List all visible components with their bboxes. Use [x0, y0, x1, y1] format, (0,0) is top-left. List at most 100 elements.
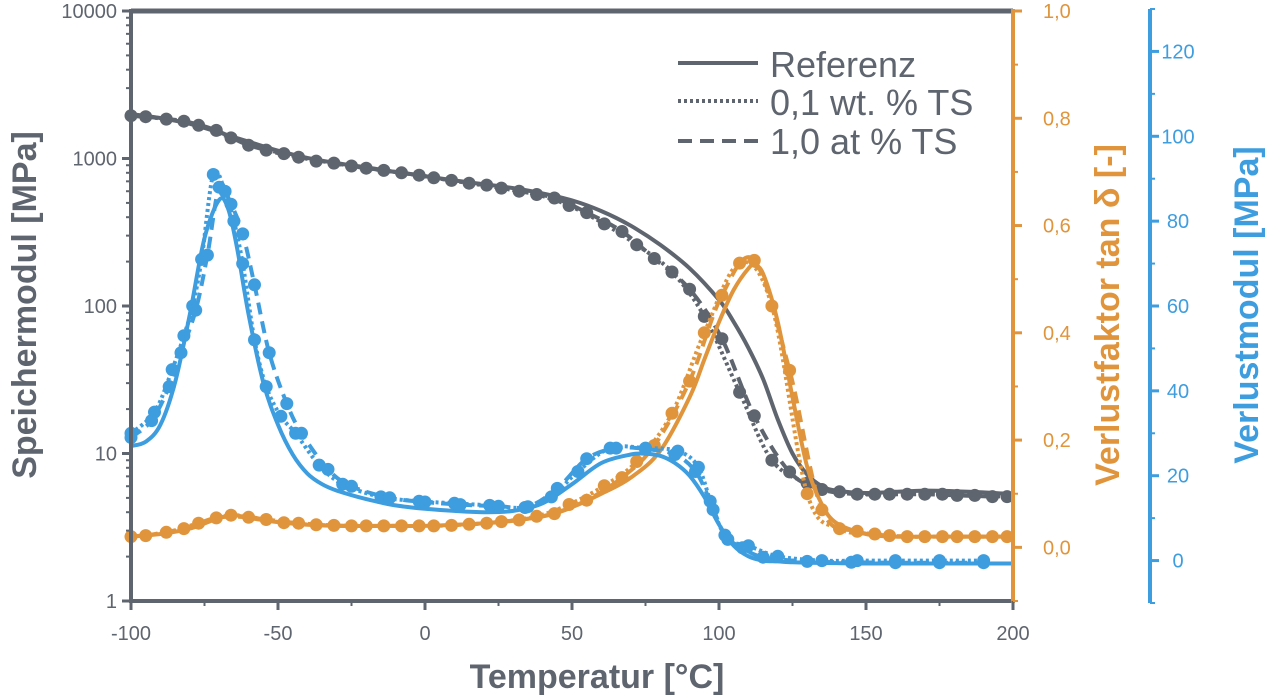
storage-modulus-data-point [815, 483, 829, 496]
right1-tick-label: 0,4 [1043, 323, 1071, 345]
axes-layer [129, 9, 1152, 603]
tan-delta-data-point [359, 519, 373, 533]
loss-modulus-data-point [453, 498, 467, 512]
storage-modulus-data-point [615, 225, 629, 238]
loss-modulus-data-point [206, 168, 220, 181]
x-tick-label: 100 [702, 623, 735, 645]
tan-delta-data-point [480, 516, 494, 530]
tan-delta-data-point [139, 529, 153, 543]
storage-modulus-data-point [985, 490, 999, 504]
loss-modulus-data-point [383, 491, 397, 505]
right2-tick-label: 100 [1161, 126, 1194, 148]
tan-delta-series-dotted [124, 256, 1014, 544]
loss-modulus-data-point [668, 448, 682, 461]
tan-delta-data-point [597, 479, 611, 493]
loss-modulus-data-point [224, 197, 238, 211]
legend-label-0-1-wt-ts: 0,1 wt. % TS [770, 82, 973, 123]
loss-modulus-data-point [200, 248, 214, 262]
storage-modulus-data-point [647, 252, 661, 265]
storage-modulus-data-point [580, 206, 594, 220]
tan-delta-data-point [683, 374, 697, 388]
storage-modulus-data-point [715, 332, 729, 346]
loss-modulus-data-point [521, 500, 535, 514]
storage-modulus-data-point [765, 453, 779, 467]
loss-modulus-data-point [274, 409, 288, 423]
tan-delta-data-point [177, 522, 191, 536]
loss-modulus-data-point [174, 346, 188, 360]
left-tick-label: 10 [95, 444, 117, 466]
loss-modulus-data-point [145, 414, 159, 428]
loss-modulus-data-point [800, 554, 814, 568]
left-axis-title: Speichermodul [MPa] [6, 131, 44, 479]
tan-delta-data-point [209, 511, 223, 525]
loss-modulus-data-point [571, 465, 585, 478]
storage-modulus-data-point [480, 178, 494, 192]
tan-delta-data-point [242, 510, 256, 524]
right2-tick-label: 0 [1172, 551, 1183, 573]
x-tick-label: 0 [419, 623, 430, 645]
tan-delta-data-point [345, 519, 358, 533]
tan-delta-data-point [850, 524, 864, 538]
storage-modulus-dashed-line [145, 114, 993, 499]
storage-modulus-data-point [783, 465, 797, 479]
tan-delta-data-point [715, 288, 729, 302]
loss-modulus-data-point [280, 397, 294, 411]
x-tick-label: -50 [264, 623, 293, 645]
loss-modulus-data-point [933, 556, 946, 570]
right1-axis-title: Verlustfaktor tan δ [-] [1089, 144, 1127, 486]
right2-axis-title: Verlustmodul [MPa] [1228, 146, 1266, 463]
tan-delta-data-point [800, 487, 814, 501]
tan-delta-data-point [547, 507, 561, 521]
x-axis-title: Temperatur [°C] [470, 658, 725, 696]
tan-delta-data-point [445, 518, 458, 532]
loss-modulus-data-point [844, 555, 858, 569]
tan-delta-data-point [883, 529, 896, 543]
loss-modulus-data-point [248, 333, 261, 347]
tan-delta-data-point [192, 516, 206, 530]
storage-modulus-data-point [359, 161, 373, 175]
x-tick-label: 200 [996, 623, 1029, 645]
tan-delta-data-point [630, 455, 644, 468]
tan-delta-data-point [615, 471, 629, 485]
tan-delta-data-point [412, 519, 426, 533]
loss-modulus-series-dashed [124, 180, 991, 570]
loss-modulus-data-point [212, 180, 226, 194]
right2-tick-label: 20 [1167, 466, 1189, 488]
tan-delta-data-point [950, 530, 964, 544]
left-tick-label: 10000 [61, 1, 117, 23]
storage-modulus-data-point [377, 163, 391, 177]
loss-modulus-data-point [756, 550, 770, 564]
tan-delta-data-point [868, 527, 882, 541]
loss-modulus-data-point [321, 462, 335, 476]
loss-modulus-data-point [703, 494, 717, 508]
right2-tick-label: 120 [1161, 41, 1194, 63]
right1-tick-label: 1,0 [1043, 1, 1071, 23]
tan-delta-data-point [815, 503, 829, 517]
storage-modulus-data-point [445, 173, 458, 187]
tan-delta-data-point [377, 519, 391, 533]
loss-modulus-data-point [550, 481, 564, 495]
loss-modulus-data-point [736, 541, 749, 555]
loss-modulus-data-point [162, 380, 176, 394]
loss-modulus-dashed-line [129, 183, 984, 565]
storage-modulus-data-point [733, 385, 747, 399]
storage-modulus-data-point [883, 487, 896, 501]
loss-modulus-data-point [248, 278, 261, 292]
storage-modulus-data-point [562, 199, 576, 212]
storage-modulus-data-point [683, 282, 697, 296]
right2-tick-label: 60 [1167, 296, 1189, 318]
loss-modulus-data-point [262, 346, 276, 360]
right2-tick-label: 40 [1167, 381, 1189, 403]
loss-modulus-data-point [236, 257, 250, 271]
tan-delta-data-point [833, 522, 846, 536]
loss-modulus-dotted-line [129, 169, 984, 563]
loss-modulus-data-point [689, 465, 702, 478]
tan-delta-data-point [747, 253, 761, 267]
right1-tick-label: 0,6 [1043, 216, 1071, 238]
loss-modulus-series-dotted [124, 168, 991, 568]
loss-modulus-data-point [418, 495, 432, 509]
legend-label-1-0-at-ts: 1,0 at % TS [770, 121, 957, 162]
storage-modulus-series-solid [130, 112, 1014, 497]
loss-modulus-data-point [888, 556, 902, 570]
